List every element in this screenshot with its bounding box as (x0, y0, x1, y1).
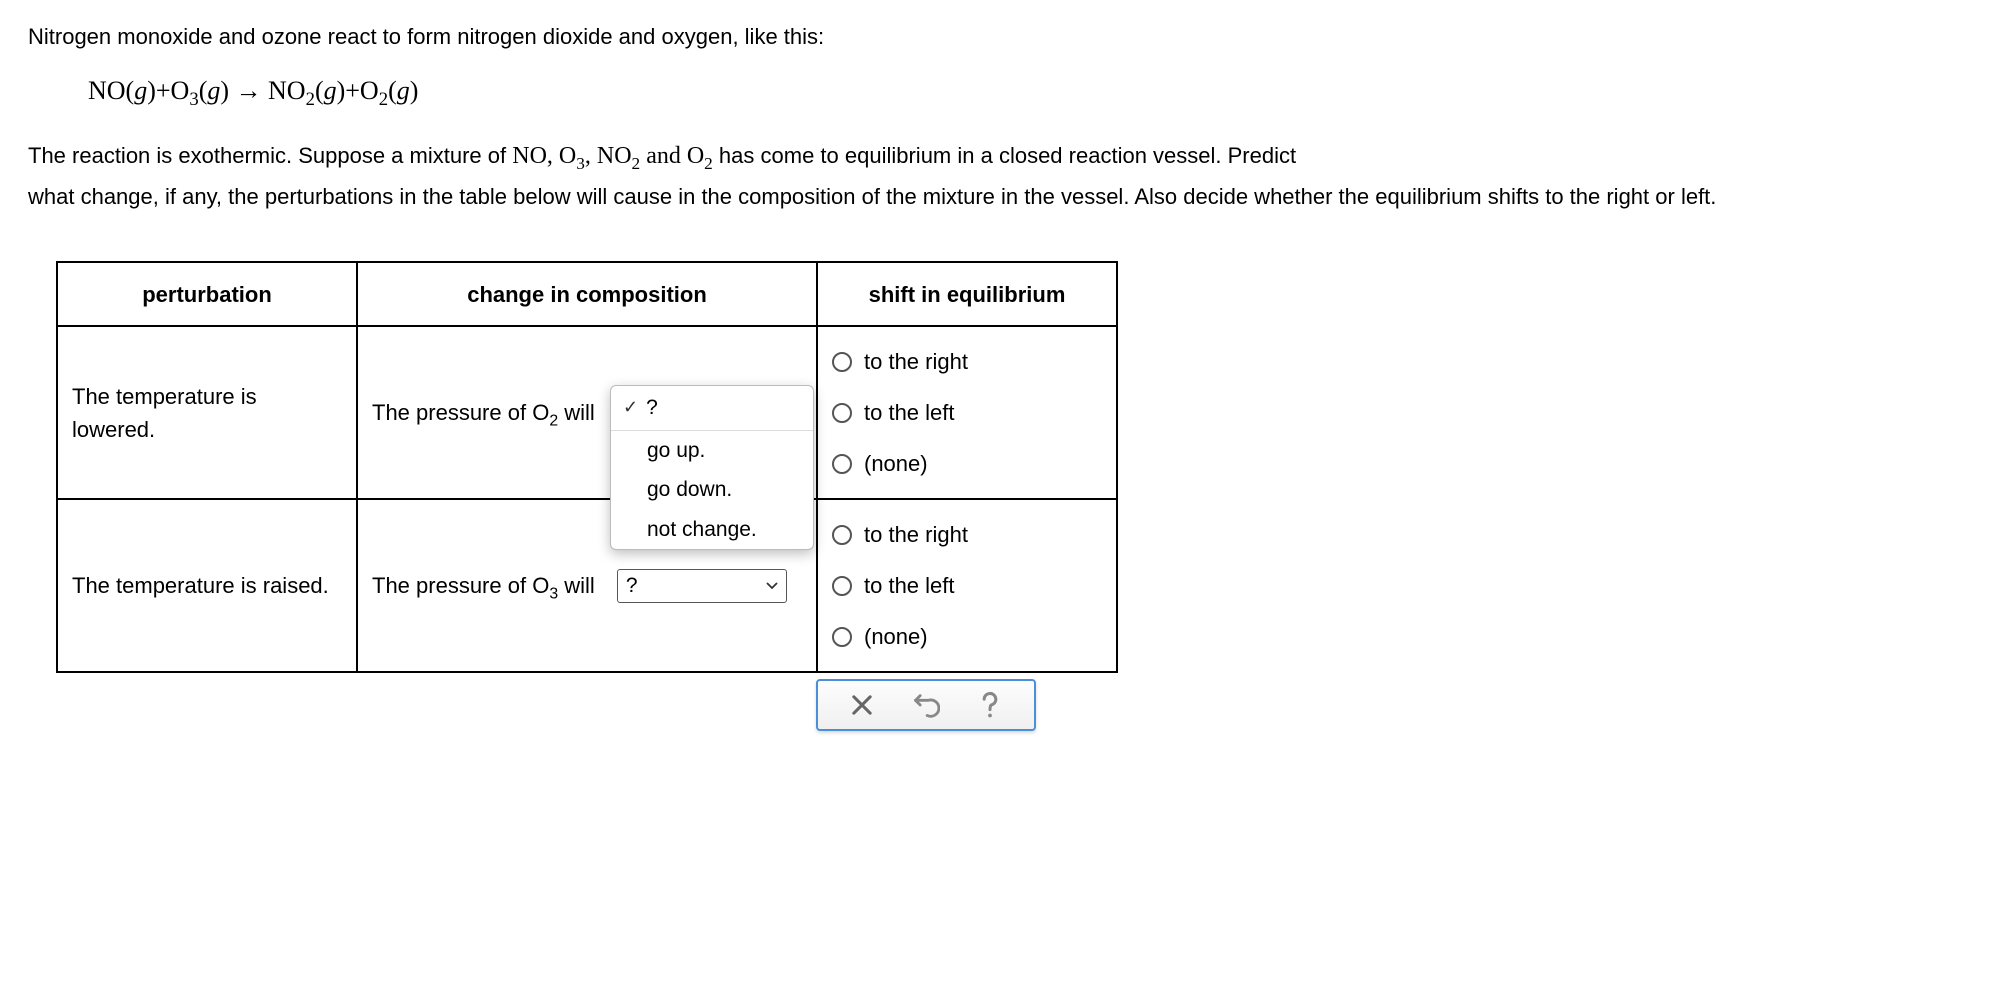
reset-button[interactable] (908, 687, 944, 723)
reaction-equation: NO(g)+O3(g) → NO2(g)+O2(g) (88, 71, 1976, 110)
radio-circle-icon[interactable] (832, 454, 852, 474)
radio-none[interactable]: (none) (832, 620, 1102, 653)
x-icon (848, 691, 876, 719)
help-button[interactable] (972, 687, 1008, 723)
button-box (816, 679, 1036, 731)
header-change: change in composition (357, 262, 817, 326)
equilibrium-table: perturbation change in composition shift… (56, 261, 1118, 673)
radio-to-right[interactable]: to the right (832, 518, 1102, 551)
dropdown-option[interactable]: go down. (611, 470, 813, 510)
composition-text: The pressure of O2 will (372, 396, 595, 429)
composition-dropdown[interactable]: ? (617, 569, 787, 603)
radio-none[interactable]: (none) (832, 447, 1102, 480)
radio-label: (none) (864, 447, 928, 480)
question-icon (976, 691, 1004, 719)
clear-button[interactable] (844, 687, 880, 723)
para2-chem: NO, O3, NO2 and O2 (512, 143, 713, 169)
check-icon: ✓ (623, 394, 638, 421)
table-row: The temperature is raised. The pressure … (57, 499, 1117, 672)
table-row: The temperature is lowered. The pressure… (57, 326, 1117, 499)
dropdown-option[interactable]: not change. (611, 510, 813, 550)
composition-cell: The pressure of O2 will ✓ ? go up. go do… (357, 326, 817, 499)
radio-to-right[interactable]: to the right (832, 345, 1102, 378)
perturbation-cell: The temperature is lowered. (57, 326, 357, 499)
radio-label: to the right (864, 518, 968, 551)
para2-pre: The reaction is exothermic. Suppose a mi… (28, 143, 512, 168)
radio-to-left[interactable]: to the left (832, 569, 1102, 602)
composition-text: The pressure of O3 will (372, 569, 595, 602)
perturbation-cell: The temperature is raised. (57, 499, 357, 672)
chevron-down-icon (766, 575, 778, 596)
radio-label: (none) (864, 620, 928, 653)
para2-post: has come to equilibrium in a closed reac… (713, 143, 1296, 168)
shift-cell: to the right to the left (none) (817, 499, 1117, 672)
dropdown-selected[interactable]: ✓ ? (611, 386, 813, 431)
radio-label: to the left (864, 569, 955, 602)
radio-circle-icon[interactable] (832, 525, 852, 545)
shift-cell: to the right to the left (none) (817, 326, 1117, 499)
header-perturbation: perturbation (57, 262, 357, 326)
radio-label: to the right (864, 345, 968, 378)
radio-label: to the left (864, 396, 955, 429)
intro-text: Nitrogen monoxide and ozone react to for… (28, 20, 1976, 53)
header-shift: shift in equilibrium (817, 262, 1117, 326)
dropdown-selected-text: ? (646, 392, 658, 424)
dropdown-option[interactable]: go up. (611, 431, 813, 471)
composition-dropdown-open[interactable]: ✓ ? go up. go down. not change. (610, 385, 814, 550)
action-button-bar (56, 679, 1976, 731)
radio-to-left[interactable]: to the left (832, 396, 1102, 429)
radio-circle-icon[interactable] (832, 576, 852, 596)
radio-circle-icon[interactable] (832, 352, 852, 372)
undo-icon (912, 691, 940, 719)
paragraph-3: what change, if any, the perturbations i… (28, 180, 1976, 213)
paragraph-2: The reaction is exothermic. Suppose a mi… (28, 138, 1976, 174)
radio-circle-icon[interactable] (832, 627, 852, 647)
dropdown-value: ? (626, 570, 638, 602)
radio-circle-icon[interactable] (832, 403, 852, 423)
